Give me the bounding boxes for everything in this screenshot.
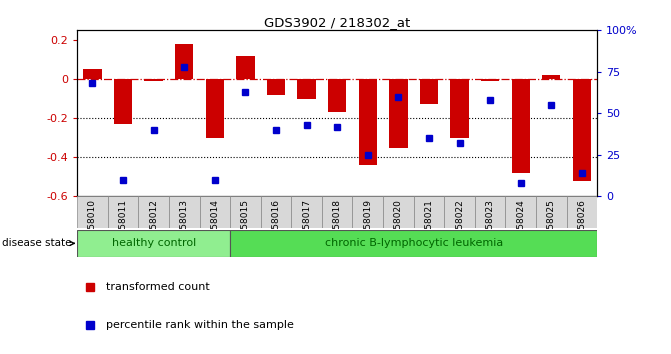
Bar: [475, 196, 505, 228]
Text: GSM658025: GSM658025: [547, 199, 556, 254]
Text: GSM658013: GSM658013: [180, 199, 189, 254]
Text: GSM658014: GSM658014: [210, 199, 219, 254]
Bar: [505, 196, 536, 228]
Bar: [481, 79, 499, 81]
Text: GSM658020: GSM658020: [394, 199, 403, 254]
Bar: [175, 44, 193, 79]
Text: transformed count: transformed count: [106, 282, 209, 292]
Bar: [444, 196, 475, 228]
Text: GSM658026: GSM658026: [577, 199, 586, 254]
Text: GSM658019: GSM658019: [363, 199, 372, 254]
Text: GSM658015: GSM658015: [241, 199, 250, 254]
Bar: [144, 79, 163, 81]
Text: GSM658016: GSM658016: [272, 199, 280, 254]
Bar: [77, 230, 230, 257]
Text: GSM658012: GSM658012: [149, 199, 158, 254]
Bar: [108, 196, 138, 228]
Title: GDS3902 / 218302_at: GDS3902 / 218302_at: [264, 16, 410, 29]
Bar: [77, 196, 108, 228]
Text: GSM658021: GSM658021: [425, 199, 433, 254]
Bar: [573, 79, 591, 181]
Text: GSM658022: GSM658022: [455, 199, 464, 254]
Bar: [205, 79, 224, 138]
Bar: [297, 79, 316, 99]
Bar: [169, 196, 199, 228]
Bar: [542, 75, 560, 79]
Bar: [236, 56, 254, 79]
Text: GSM658017: GSM658017: [302, 199, 311, 254]
Bar: [536, 196, 566, 228]
Bar: [199, 196, 230, 228]
Bar: [230, 196, 261, 228]
Bar: [450, 79, 469, 138]
Bar: [83, 69, 101, 79]
Bar: [267, 79, 285, 95]
Bar: [230, 230, 597, 257]
Bar: [138, 196, 169, 228]
Text: disease state: disease state: [1, 238, 74, 249]
Bar: [420, 79, 438, 104]
Bar: [511, 79, 530, 173]
Text: chronic B-lymphocytic leukemia: chronic B-lymphocytic leukemia: [325, 238, 503, 249]
Bar: [352, 196, 383, 228]
Bar: [413, 196, 444, 228]
Bar: [383, 196, 413, 228]
Bar: [389, 79, 407, 148]
Bar: [322, 196, 352, 228]
Text: healthy control: healthy control: [111, 238, 196, 249]
Bar: [114, 79, 132, 124]
Bar: [261, 196, 291, 228]
Text: percentile rank within the sample: percentile rank within the sample: [106, 320, 294, 330]
Text: GSM658011: GSM658011: [119, 199, 127, 254]
Bar: [328, 79, 346, 112]
Bar: [291, 196, 322, 228]
Text: GSM658024: GSM658024: [516, 199, 525, 254]
Bar: [358, 79, 377, 165]
Text: GSM658023: GSM658023: [486, 199, 495, 254]
Bar: [566, 196, 597, 228]
Text: GSM658018: GSM658018: [333, 199, 342, 254]
Text: GSM658010: GSM658010: [88, 199, 97, 254]
